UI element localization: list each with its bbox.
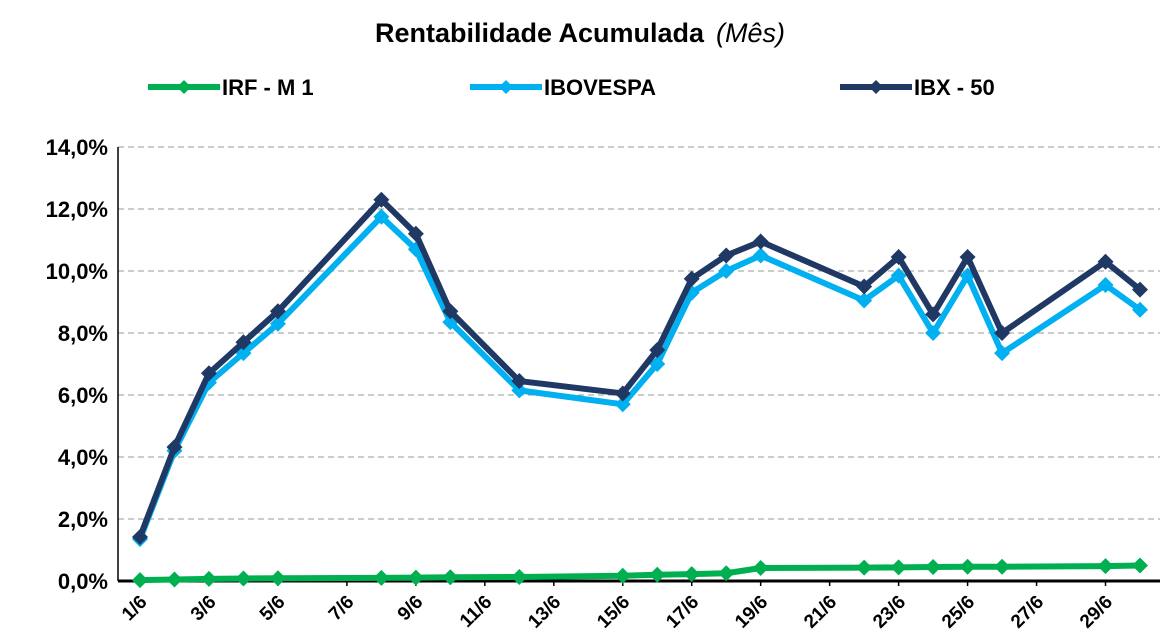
point-marker [1097,253,1114,270]
legend-marker [177,80,191,94]
x-tick-label: 17/6 [662,592,703,633]
point-marker [959,249,976,266]
series: IRF - M 1 [132,75,1148,589]
point-marker [890,267,907,284]
point-marker [407,569,424,586]
point-marker [407,225,424,242]
point-marker [994,345,1011,362]
x-tick-label: 19/6 [731,592,772,633]
point-marker [614,396,631,413]
point-marker [442,303,459,320]
point-marker [269,570,286,587]
x-tick-label: 13/6 [524,592,565,633]
series-line [137,196,1142,539]
point-marker [718,565,735,582]
point-marker [235,334,252,351]
legend-marker [499,80,513,94]
chart-title-group: Rentabilidade Acumulada (Mês) [375,18,785,48]
point-marker [994,558,1011,575]
point-marker [890,249,907,266]
point-marker [856,278,873,295]
point-marker [752,559,769,576]
point-marker [752,247,769,264]
point-marker [269,303,286,320]
point-marker [511,568,528,585]
point-marker [994,325,1011,341]
point-marker [1132,301,1148,318]
point-marker [683,566,700,583]
series-line [137,213,1142,541]
legend-marker [869,80,883,94]
point-marker [649,566,666,583]
point-marker [718,247,735,264]
point-marker [511,373,528,390]
point-marker [1097,276,1114,293]
y-tick-label: 12,0% [46,197,108,222]
x-tick-label: 25/6 [938,592,979,633]
x-tick-label: 3/6 [187,592,221,626]
y-tick-label: 8,0% [58,321,108,346]
point-marker [373,208,390,225]
point-marker [856,559,873,576]
point-marker [511,382,528,399]
y-tick-label: 10,0% [46,259,108,284]
x-tick-label: 1/6 [118,592,152,626]
series: IBX - 50 [132,75,1148,545]
point-marker [373,191,390,208]
point-marker [683,270,700,287]
point-marker [132,572,148,589]
x-tick-label: 27/6 [1007,592,1048,633]
point-marker [752,233,769,250]
point-marker [925,306,942,323]
chart-subtitle: (Mês) [716,18,785,48]
point-marker [890,559,907,576]
x-tick-label: 5/6 [256,592,290,626]
legend-label: IBOVESPA [544,75,656,100]
point-marker [614,385,631,402]
point-marker [132,528,148,545]
point-marker [718,263,735,279]
x-tick-label: 9/6 [394,592,428,626]
y-tick-label: 4,0% [58,445,108,470]
y-tick-label: 14,0% [46,135,108,160]
point-marker [649,356,666,372]
point-marker [1132,557,1148,574]
point-marker [373,569,390,586]
point-marker [1132,281,1148,298]
point-marker [1097,558,1114,575]
x-tick-label: 7/6 [325,592,359,626]
point-marker [959,558,976,575]
point-marker [442,569,459,586]
legend-label: IRF - M 1 [222,75,314,100]
point-marker [269,315,286,332]
point-marker [925,325,942,341]
legend-label: IBX - 50 [914,75,995,100]
y-tick-label: 2,0% [58,507,108,532]
point-marker [166,571,183,588]
point-marker [856,292,873,309]
x-tick-label: 21/6 [800,592,841,633]
x-tick-label: 29/6 [1076,592,1117,633]
y-tick-label: 6,0% [58,383,108,408]
series-line [139,562,1141,584]
point-marker [614,567,631,584]
point-marker [200,365,217,382]
point-marker [166,439,183,456]
point-marker [649,342,666,359]
y-tick-label: 0,0% [58,569,108,594]
x-tick-label: 23/6 [869,592,910,633]
chart-title: Rentabilidade Acumulada [375,18,705,48]
point-marker [235,570,252,587]
x-tick-label: 11/6 [456,592,496,632]
point-marker [925,559,942,576]
point-marker [200,570,217,587]
x-tick-label: 15/6 [593,592,634,633]
